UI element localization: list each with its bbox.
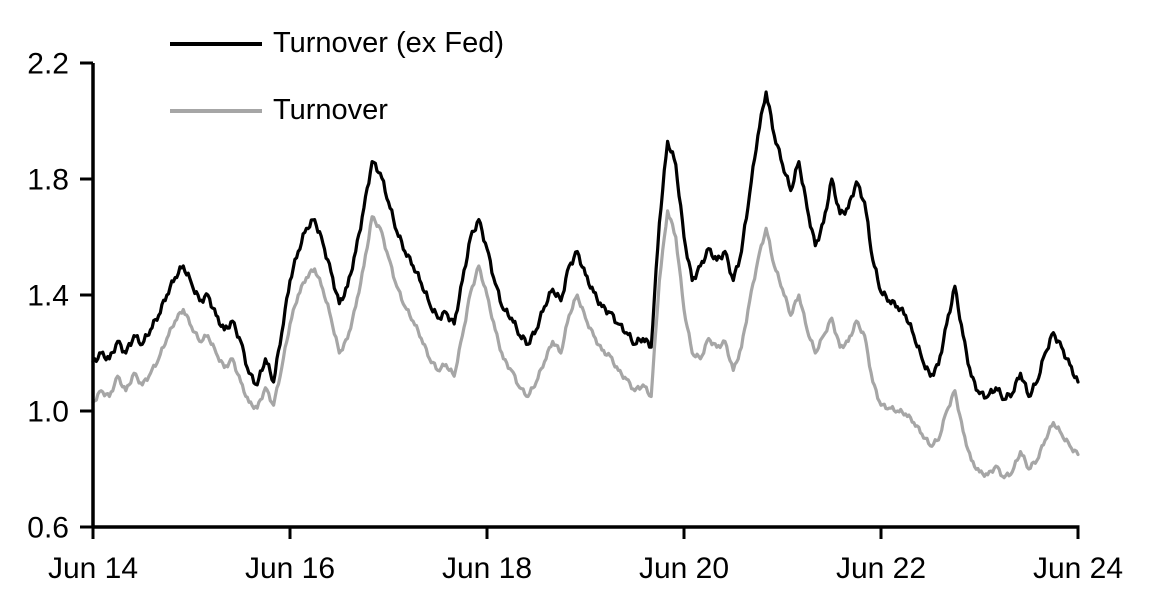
y-axis-tick-label: 1.4 [27, 280, 69, 313]
legend-item-turnover: Turnover [170, 91, 504, 131]
x-axis-tick-label: Jun 16 [245, 552, 335, 585]
series-turnover-ex-fed-line [91, 90, 1080, 402]
series-turnover-line [91, 209, 1080, 480]
legend-swatch-turnover [170, 109, 262, 113]
y-axis-tick-label: 0.6 [27, 512, 69, 545]
y-axis-tick-label: 1.8 [27, 164, 69, 197]
legend-label-turnover-ex-fed: Turnover (ex Fed) [273, 27, 504, 60]
legend-item-turnover-ex-fed: Turnover (ex Fed) [170, 24, 504, 64]
x-axis-tick-label: Jun 14 [48, 552, 138, 585]
x-axis-tick-label: Jun 20 [639, 552, 729, 585]
legend-label-turnover: Turnover [273, 94, 388, 127]
x-axis-tick-label: Jun 18 [442, 552, 532, 585]
y-axis-tick-label: 2.2 [27, 48, 69, 81]
y-axis-tick-label: 1.0 [27, 396, 69, 429]
chart-legend: Turnover (ex Fed) Turnover [170, 24, 504, 131]
x-axis-tick-label: Jun 22 [836, 552, 926, 585]
x-axis-tick-label: Jun 24 [1033, 552, 1123, 585]
legend-swatch-turnover-ex-fed [170, 42, 262, 46]
